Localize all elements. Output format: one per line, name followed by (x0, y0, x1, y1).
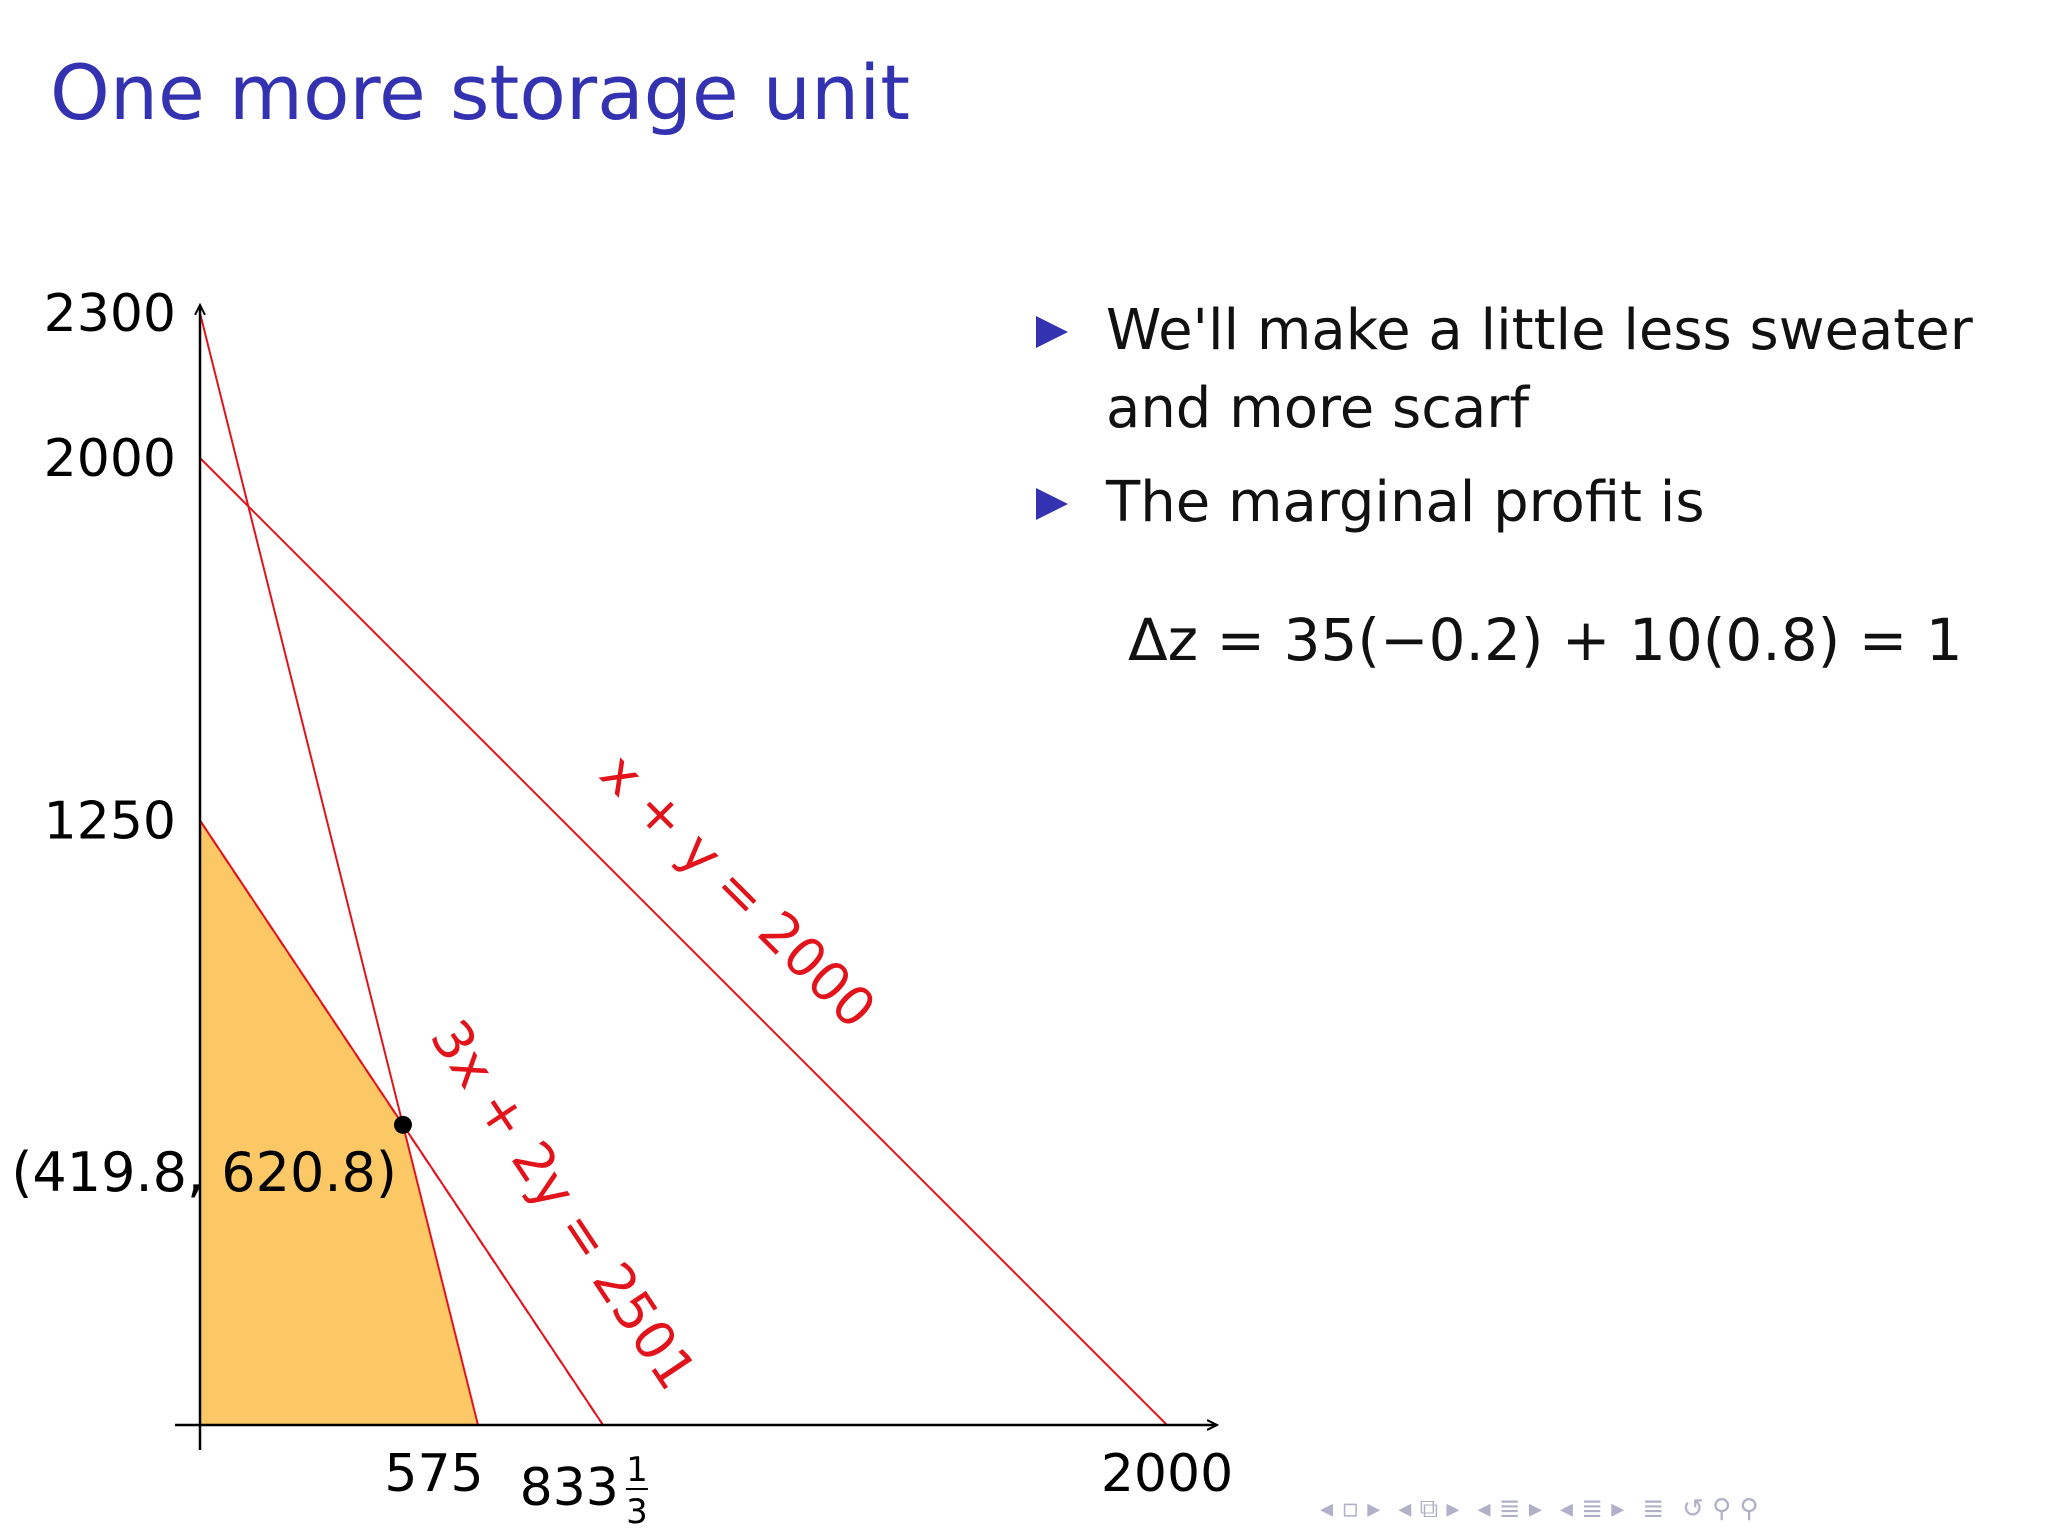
x-tick-label: 575 (384, 1444, 483, 1504)
bullet-item: The marginal profit is (1036, 464, 1986, 542)
bullet-text: We'll make a little less sweater and mor… (1106, 298, 1973, 441)
four-x-plus-y-line (199, 312, 479, 1426)
optimal-point-label: (419.8, 620.8) (11, 1141, 397, 1204)
nav-subsection-icon[interactable]: ◂ ≣ ▸ (1477, 1494, 1542, 1524)
x-tick-label: 2000 (1101, 1444, 1233, 1504)
nav-search-icon[interactable]: ↺ ⚲ ⚲ (1682, 1494, 1759, 1524)
x-tick-fraction-numerator: 1 (626, 1450, 648, 1490)
nav-align-icon[interactable]: ≣ (1642, 1494, 1665, 1524)
bullet-text: The marginal profit is (1106, 470, 1705, 535)
feasible-region (200, 820, 479, 1425)
marginal-profit-formula: Δz = 35(−0.2) + 10(0.8) = 1 (1128, 606, 1963, 674)
beamer-navigation: ◂ ▫ ▸ ◂ ⧉ ▸ ◂ ≣ ▸ ◂ ≣ ▸ ≣ ↺ ⚲ ⚲ (1320, 1494, 1759, 1525)
y-tick-label: 1250 (44, 792, 176, 852)
x-plus-y-line (199, 457, 1168, 1426)
bullet-item: We'll make a little less sweater and mor… (1036, 292, 1986, 448)
optimal-point (393, 1115, 412, 1134)
x-tick-fraction-denominator: 3 (626, 1492, 648, 1532)
triangle-bullet-icon (1036, 488, 1068, 520)
three-x-plus-two-y-label: 3x + 2y = 2501 (418, 1009, 709, 1401)
constraint-diagram: 2300 2000 1250 575 833 13 2000 (419.8, 620.8)… (11, 284, 1233, 1532)
bullet-list: We'll make a little less sweater and mor… (1036, 292, 1986, 558)
y-tick-label: 2000 (44, 429, 176, 489)
nav-frame-icon[interactable]: ◂ ⧉ ▸ (1398, 1494, 1460, 1524)
nav-prev-icon[interactable]: ◂ ▫ ▸ (1320, 1494, 1381, 1524)
slide-title: One more storage unit (50, 48, 911, 137)
y-tick-label: 2300 (44, 284, 176, 344)
triangle-bullet-icon (1036, 316, 1068, 348)
x-tick-label: 833 (520, 1458, 619, 1518)
nav-section-icon[interactable]: ◂ ≣ ▸ (1559, 1494, 1625, 1524)
